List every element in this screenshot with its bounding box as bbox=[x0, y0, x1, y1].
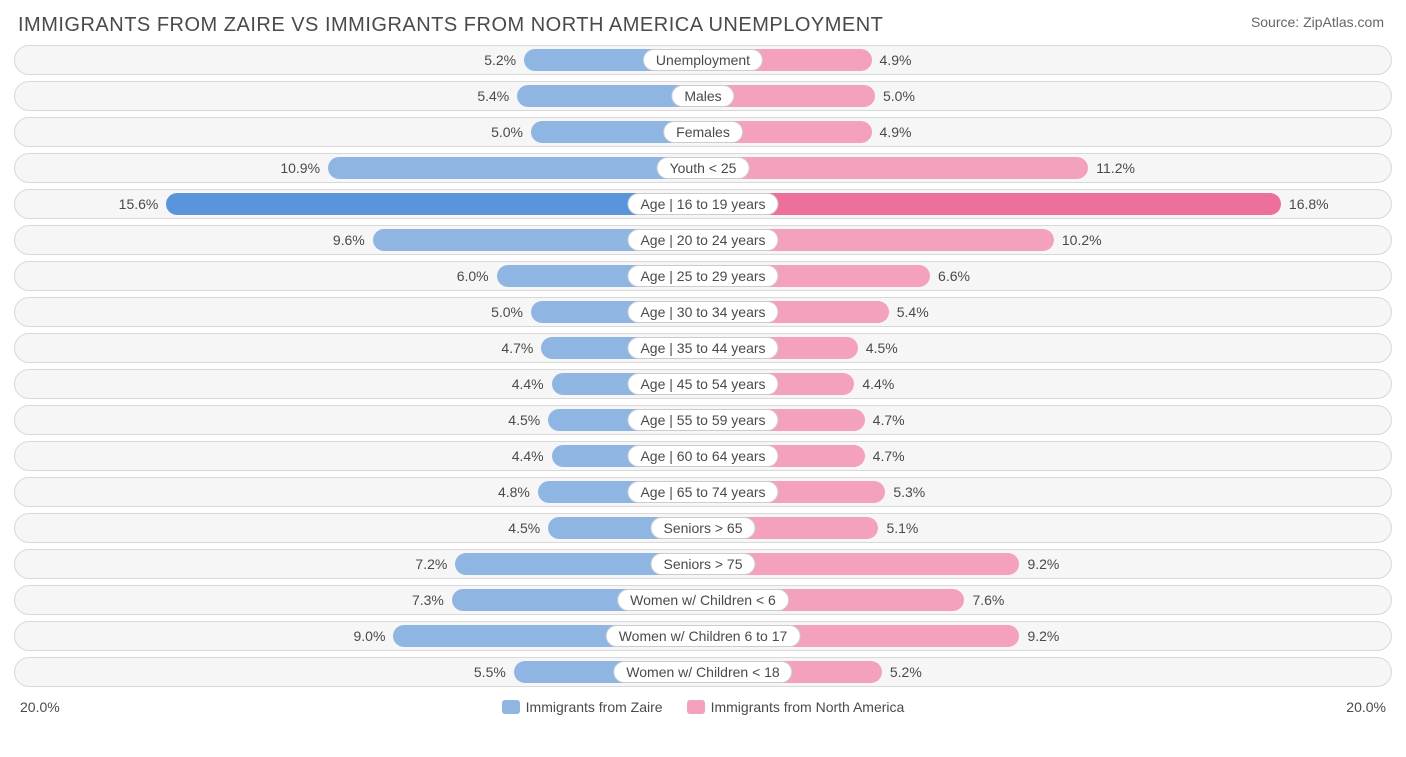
chart-row: 9.0% 9.2% Women w/ Children 6 to 17 bbox=[14, 621, 1392, 651]
axis-left-max: 20.0% bbox=[20, 699, 60, 715]
value-left: 4.4% bbox=[512, 376, 544, 392]
category-label: Youth < 25 bbox=[657, 157, 750, 179]
chart-row: 5.5% 5.2% Women w/ Children < 18 bbox=[14, 657, 1392, 687]
value-left: 5.4% bbox=[477, 88, 509, 104]
category-label: Age | 16 to 19 years bbox=[627, 193, 778, 215]
legend-item-left: Immigrants from Zaire bbox=[502, 699, 663, 715]
value-left: 15.6% bbox=[119, 196, 159, 212]
chart-row: 4.4% 4.7% Age | 60 to 64 years bbox=[14, 441, 1392, 471]
chart-area: 5.2% 4.9% Unemployment 5.4% 5.0% Males 5.0% 4.9… bbox=[0, 45, 1406, 715]
chart-row: 4.5% 5.1% Seniors > 65 bbox=[14, 513, 1392, 543]
value-left: 4.8% bbox=[498, 484, 530, 500]
chart-row: 4.4% 4.4% Age | 45 to 54 years bbox=[14, 369, 1392, 399]
category-label: Unemployment bbox=[643, 49, 763, 71]
category-label: Age | 25 to 29 years bbox=[627, 265, 778, 287]
value-right: 4.7% bbox=[873, 412, 905, 428]
value-left: 5.0% bbox=[491, 304, 523, 320]
value-right: 9.2% bbox=[1027, 556, 1059, 572]
axis-row: 20.0% Immigrants from Zaire Immigrants f… bbox=[14, 693, 1392, 715]
value-right: 5.2% bbox=[890, 664, 922, 680]
category-label: Seniors > 65 bbox=[651, 517, 756, 539]
value-left: 4.7% bbox=[501, 340, 533, 356]
value-right: 4.4% bbox=[862, 376, 894, 392]
legend-item-right: Immigrants from North America bbox=[687, 699, 905, 715]
category-label: Age | 60 to 64 years bbox=[627, 445, 778, 467]
value-right: 7.6% bbox=[972, 592, 1004, 608]
category-label: Women w/ Children < 18 bbox=[613, 661, 792, 683]
value-right: 5.0% bbox=[883, 88, 915, 104]
rows-container: 5.2% 4.9% Unemployment 5.4% 5.0% Males 5.0% 4.9… bbox=[14, 45, 1392, 687]
chart-row: 10.9% 11.2% Youth < 25 bbox=[14, 153, 1392, 183]
legend-swatch-right bbox=[687, 700, 705, 714]
value-right: 16.8% bbox=[1289, 196, 1329, 212]
chart-row: 5.2% 4.9% Unemployment bbox=[14, 45, 1392, 75]
value-left: 7.2% bbox=[415, 556, 447, 572]
legend-label-right: Immigrants from North America bbox=[711, 699, 905, 715]
category-label: Females bbox=[663, 121, 743, 143]
chart-row: 5.4% 5.0% Males bbox=[14, 81, 1392, 111]
category-label: Age | 65 to 74 years bbox=[627, 481, 778, 503]
bar-right bbox=[703, 193, 1281, 215]
bar-right bbox=[703, 157, 1088, 179]
value-right: 11.2% bbox=[1096, 160, 1135, 176]
value-right: 4.7% bbox=[873, 448, 905, 464]
bar-left bbox=[328, 157, 703, 179]
chart-row: 4.5% 4.7% Age | 55 to 59 years bbox=[14, 405, 1392, 435]
legend-label-left: Immigrants from Zaire bbox=[526, 699, 663, 715]
chart-row: 4.8% 5.3% Age | 65 to 74 years bbox=[14, 477, 1392, 507]
value-left: 9.0% bbox=[353, 628, 385, 644]
value-right: 10.2% bbox=[1062, 232, 1102, 248]
value-right: 9.2% bbox=[1027, 628, 1059, 644]
chart-row: 5.0% 4.9% Females bbox=[14, 117, 1392, 147]
header: IMMIGRANTS FROM ZAIRE VS IMMIGRANTS FROM… bbox=[0, 0, 1406, 45]
category-label: Age | 35 to 44 years bbox=[627, 337, 778, 359]
chart-title: IMMIGRANTS FROM ZAIRE VS IMMIGRANTS FROM… bbox=[18, 14, 883, 37]
category-label: Age | 30 to 34 years bbox=[627, 301, 778, 323]
value-right: 4.9% bbox=[880, 124, 912, 140]
value-left: 4.5% bbox=[508, 520, 540, 536]
value-left: 7.3% bbox=[412, 592, 444, 608]
value-left: 4.5% bbox=[508, 412, 540, 428]
chart-row: 9.6% 10.2% Age | 20 to 24 years bbox=[14, 225, 1392, 255]
category-label: Age | 55 to 59 years bbox=[627, 409, 778, 431]
category-label: Age | 45 to 54 years bbox=[627, 373, 778, 395]
value-left: 4.4% bbox=[512, 448, 544, 464]
category-label: Males bbox=[671, 85, 734, 107]
category-label: Age | 20 to 24 years bbox=[627, 229, 778, 251]
category-label: Women w/ Children 6 to 17 bbox=[606, 625, 801, 647]
value-left: 5.5% bbox=[474, 664, 506, 680]
value-left: 10.9% bbox=[280, 160, 320, 176]
chart-row: 4.7% 4.5% Age | 35 to 44 years bbox=[14, 333, 1392, 363]
chart-row: 7.2% 9.2% Seniors > 75 bbox=[14, 549, 1392, 579]
value-right: 5.1% bbox=[886, 520, 918, 536]
value-right: 5.3% bbox=[893, 484, 925, 500]
chart-row: 5.0% 5.4% Age | 30 to 34 years bbox=[14, 297, 1392, 327]
legend: Immigrants from Zaire Immigrants from No… bbox=[502, 699, 905, 715]
value-right: 4.5% bbox=[866, 340, 898, 356]
value-left: 5.0% bbox=[491, 124, 523, 140]
axis-right-max: 20.0% bbox=[1346, 699, 1386, 715]
value-left: 9.6% bbox=[333, 232, 365, 248]
bar-left bbox=[166, 193, 703, 215]
value-left: 6.0% bbox=[457, 268, 489, 284]
legend-swatch-left bbox=[502, 700, 520, 714]
source-attribution: Source: ZipAtlas.com bbox=[1251, 14, 1384, 30]
category-label: Women w/ Children < 6 bbox=[617, 589, 789, 611]
value-right: 6.6% bbox=[938, 268, 970, 284]
value-left: 5.2% bbox=[484, 52, 516, 68]
chart-row: 7.3% 7.6% Women w/ Children < 6 bbox=[14, 585, 1392, 615]
chart-row: 15.6% 16.8% Age | 16 to 19 years bbox=[14, 189, 1392, 219]
chart-row: 6.0% 6.6% Age | 25 to 29 years bbox=[14, 261, 1392, 291]
value-right: 4.9% bbox=[880, 52, 912, 68]
category-label: Seniors > 75 bbox=[651, 553, 756, 575]
value-right: 5.4% bbox=[897, 304, 929, 320]
